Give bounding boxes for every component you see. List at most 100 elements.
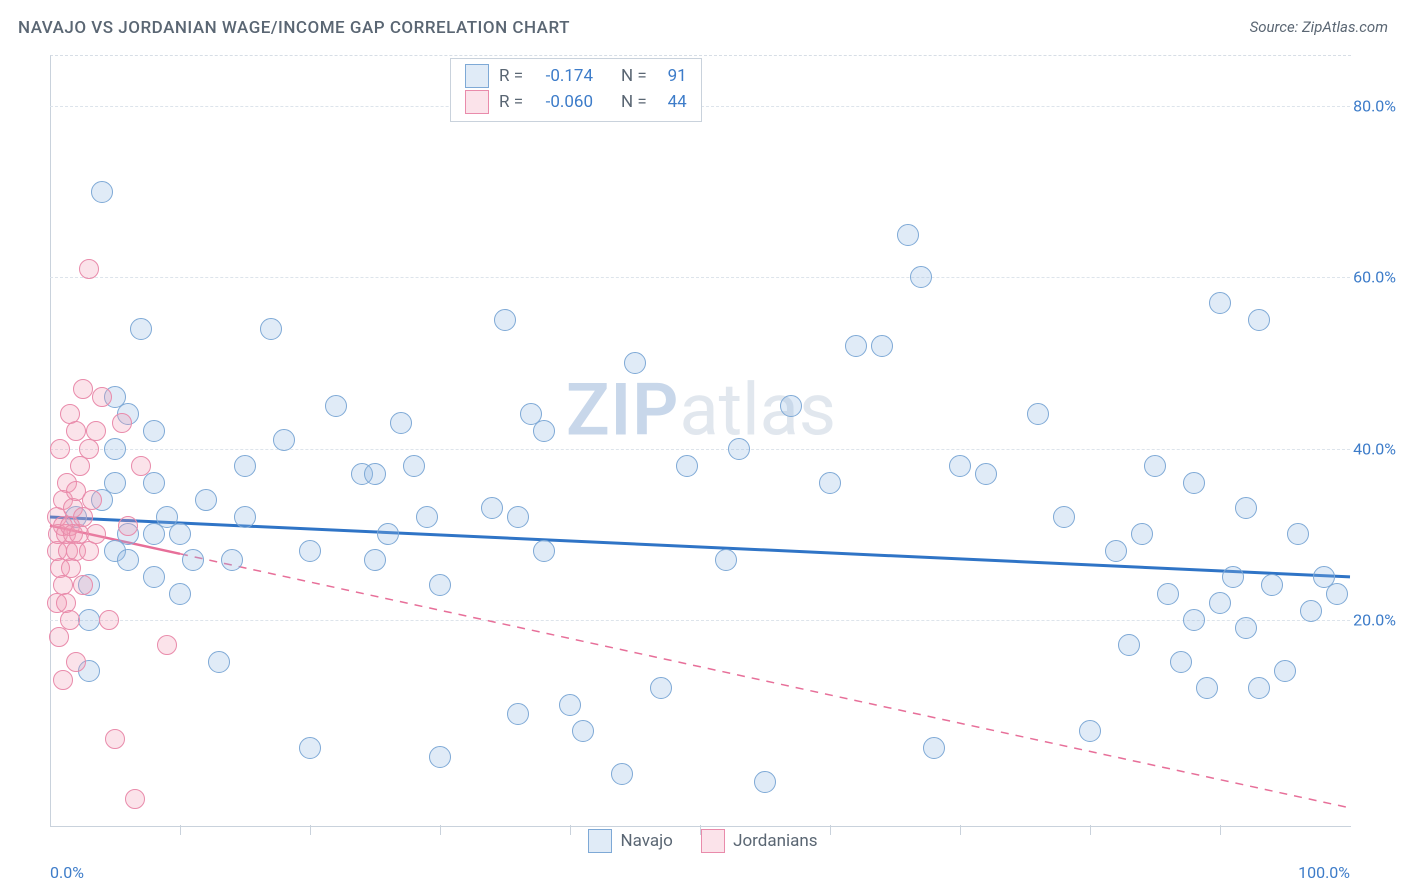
marker-navajo (143, 566, 165, 588)
legend-series: Navajo Jordanians (0, 829, 1406, 858)
marker-navajo (299, 737, 321, 759)
marker-navajo (429, 574, 451, 596)
marker-jordanians (118, 516, 138, 536)
plot-area: ZIPatlas (50, 55, 1351, 827)
marker-jordanians (70, 456, 90, 476)
marker-navajo (481, 497, 503, 519)
marker-jordanians (79, 439, 99, 459)
marker-navajo (195, 489, 217, 511)
marker-jordanians (131, 456, 151, 476)
marker-navajo (221, 549, 243, 571)
series-label-jordanians: Jordanians (733, 831, 817, 851)
marker-navajo (1261, 574, 1283, 596)
swatch-navajo (465, 64, 489, 88)
marker-navajo (130, 318, 152, 340)
marker-jordanians (86, 524, 106, 544)
marker-jordanians (157, 635, 177, 655)
marker-navajo (819, 472, 841, 494)
xtick-label: 0.0% (50, 863, 84, 882)
marker-jordanians (79, 259, 99, 279)
ytick-label: 20.0% (1353, 610, 1396, 629)
marker-navajo (572, 720, 594, 742)
marker-navajo (650, 677, 672, 699)
marker-navajo (416, 506, 438, 528)
marker-navajo (1248, 309, 1270, 331)
marker-navajo (871, 335, 893, 357)
marker-jordanians (60, 610, 80, 630)
marker-jordanians (82, 490, 102, 510)
marker-jordanians (50, 439, 70, 459)
marker-navajo (377, 523, 399, 545)
marker-jordanians (53, 670, 73, 690)
marker-navajo (1079, 720, 1101, 742)
marker-navajo (949, 455, 971, 477)
marker-navajo (897, 224, 919, 246)
marker-navajo (1274, 660, 1296, 682)
ytick-label: 40.0% (1353, 439, 1396, 458)
marker-navajo (117, 549, 139, 571)
marker-navajo (754, 771, 776, 793)
marker-jordanians (73, 379, 93, 399)
marker-jordanians (79, 541, 99, 561)
series-label-navajo: Navajo (620, 831, 672, 851)
marker-navajo (1326, 583, 1348, 605)
marker-navajo (1209, 292, 1231, 314)
marker-navajo (1248, 677, 1270, 699)
marker-navajo (533, 540, 555, 562)
marker-navajo (260, 318, 282, 340)
marker-navajo (429, 746, 451, 768)
marker-navajo (1027, 403, 1049, 425)
marker-navajo (1287, 523, 1309, 545)
marker-navajo (325, 395, 347, 417)
r-label: R = (499, 89, 523, 115)
gridline (50, 620, 1350, 621)
marker-navajo (1235, 497, 1257, 519)
chart-title: NAVAJO VS JORDANIAN WAGE/INCOME GAP CORR… (18, 18, 570, 38)
marker-navajo (169, 523, 191, 545)
marker-navajo (143, 472, 165, 494)
ytick-label: 60.0% (1353, 268, 1396, 287)
swatch-jordanians (701, 829, 725, 853)
n-value-navajo: 91 (657, 63, 687, 89)
marker-jordanians (92, 387, 112, 407)
marker-navajo (364, 463, 386, 485)
r-value-jordanians: -0.060 (533, 89, 593, 115)
marker-navajo (715, 549, 737, 571)
r-value-navajo: -0.174 (533, 63, 593, 89)
marker-navajo (1196, 677, 1218, 699)
legend-stats: R = -0.174 N = 91 R = -0.060 N = 44 (450, 58, 702, 122)
marker-navajo (1209, 592, 1231, 614)
legend-item-navajo: Navajo (588, 829, 672, 853)
marker-navajo (975, 463, 997, 485)
marker-navajo (494, 309, 516, 331)
marker-navajo (403, 455, 425, 477)
marker-navajo (780, 395, 802, 417)
r-label: R = (499, 63, 523, 89)
marker-navajo (390, 412, 412, 434)
marker-navajo (143, 420, 165, 442)
marker-navajo (104, 472, 126, 494)
swatch-navajo (588, 829, 612, 853)
marker-navajo (533, 420, 555, 442)
legend-stats-row-navajo: R = -0.174 N = 91 (465, 63, 687, 89)
watermark-left: ZIP (566, 368, 679, 453)
marker-navajo (169, 583, 191, 605)
marker-navajo (845, 335, 867, 357)
n-value-jordanians: 44 (657, 89, 687, 115)
marker-jordanians (112, 413, 132, 433)
marker-navajo (559, 694, 581, 716)
marker-jordanians (99, 610, 119, 630)
marker-navajo (923, 737, 945, 759)
marker-navajo (234, 506, 256, 528)
marker-navajo (234, 455, 256, 477)
marker-jordanians (86, 421, 106, 441)
marker-navajo (364, 549, 386, 571)
marker-navajo (1183, 472, 1205, 494)
legend-item-jordanians: Jordanians (701, 829, 817, 853)
marker-navajo (624, 352, 646, 374)
marker-navajo (676, 455, 698, 477)
swatch-jordanians (465, 90, 489, 114)
marker-jordanians (73, 575, 93, 595)
marker-navajo (1131, 523, 1153, 545)
marker-jordanians (66, 652, 86, 672)
